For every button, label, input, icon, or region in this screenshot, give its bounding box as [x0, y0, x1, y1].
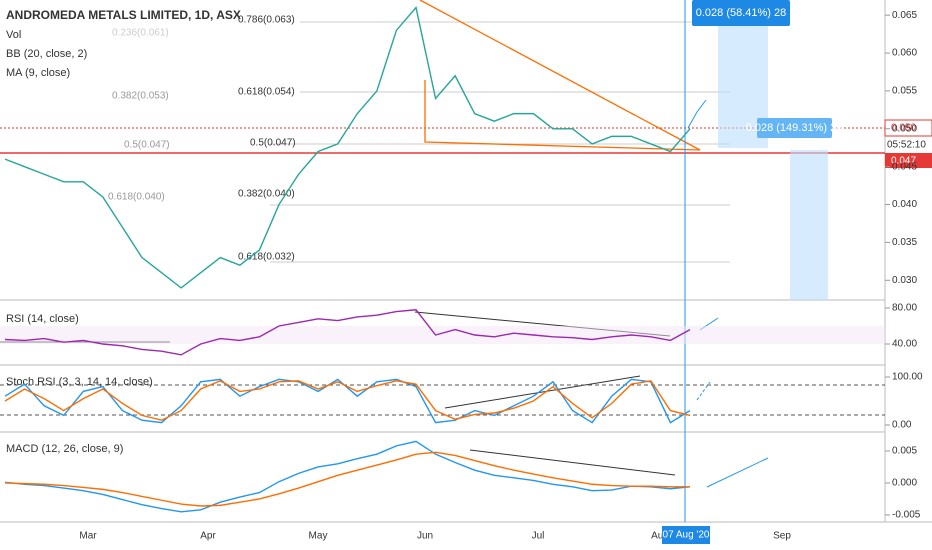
y-tick-label: 0.045 — [892, 161, 917, 172]
wedge-lines — [419, 0, 701, 151]
measure-area — [790, 150, 828, 300]
month-label: Mar — [79, 531, 97, 542]
pane-title: RSI (14, close) — [6, 313, 79, 325]
y-tick-label: -0.005 — [892, 510, 921, 521]
price-tag — [884, 119, 932, 137]
series-line — [4, 451, 690, 507]
fib-label: 0.382(0.040) — [238, 189, 295, 200]
y-tick-label: 40.00 — [892, 339, 917, 350]
rsi-band — [0, 326, 885, 344]
series-line — [4, 380, 691, 421]
price-tag-text: 0.050 — [891, 123, 916, 134]
y-tick-label: 0.000 — [892, 478, 917, 489]
measure-label-box — [692, 0, 790, 26]
series-line — [4, 440, 691, 513]
fib-label: 0.5(0.047) — [124, 140, 170, 151]
fib-label: 0.618(0.054) — [238, 87, 295, 98]
arrow — [687, 99, 707, 129]
month-label: May — [309, 531, 328, 542]
fib-label: 0.236(0.061) — [112, 28, 169, 39]
pane-title: MACD (12, 26, close, 9) — [6, 443, 123, 455]
indicator-label: BB (20, close, 2) — [6, 48, 87, 60]
price-tag — [885, 153, 932, 168]
y-tick-label: 0.050 — [892, 123, 917, 134]
month-label: Sep — [773, 531, 791, 542]
arrow — [706, 457, 769, 488]
month-label: Jun — [417, 531, 433, 542]
trend-line — [444, 375, 641, 409]
measure-label: 0.028 (58.41%) 28 — [696, 7, 787, 19]
price-tag-text: 0.047 — [891, 156, 916, 167]
fib-label: 0.618(0.040) — [108, 192, 165, 203]
y-tick-label: 0.055 — [892, 86, 917, 97]
measure-label: 0.028 (149.31%) 28 — [746, 122, 843, 134]
indicator-label: MA (9, close) — [6, 67, 70, 79]
fib-label: 0.618(0.032) — [238, 252, 295, 263]
fib-lines — [270, 21, 730, 263]
title: ANDROMEDA METALS LIMITED, 1D, ASX — [6, 8, 241, 22]
y-tick-label: 0.005 — [892, 446, 917, 457]
y-tick-label: 80.00 — [892, 303, 917, 314]
month-label: Jul — [532, 531, 545, 542]
fib-label: 0.786(0.063) — [238, 15, 295, 26]
fib-labels: 0.786(0.063) 0.236(0.061) 0.382(0.053) 0… — [108, 15, 296, 263]
y-tick-label: 0.060 — [892, 48, 917, 59]
trend-line — [469, 449, 676, 476]
arrow — [696, 381, 711, 401]
y-tick-label: 0.040 — [892, 199, 917, 210]
series-line — [4, 309, 691, 356]
month-label: Apr — [200, 531, 216, 542]
countdown: 05:52:10 — [887, 140, 926, 151]
y-tick-label: 0.030 — [892, 275, 917, 286]
y-tick-label: 0.035 — [892, 237, 917, 248]
y-tick-label: 100.00 — [892, 372, 923, 383]
y-tick-label: 0.065 — [892, 10, 917, 21]
measure-label-box — [757, 118, 832, 138]
pane-title: Stoch RSI (3, 3, 14, 14, close) — [6, 376, 153, 388]
fib-label: 0.382(0.053) — [112, 91, 169, 102]
date-tag-text: 07 Aug '20 — [663, 530, 710, 541]
fib-label: 0.5(0.047) — [250, 138, 296, 149]
series-line — [4, 6, 691, 289]
month-label: Aug — [651, 531, 669, 542]
indicator-label: Vol — [6, 29, 21, 41]
series-line — [4, 378, 691, 424]
date-tag — [662, 526, 710, 544]
y-tick-label: 0.00 — [892, 420, 912, 431]
